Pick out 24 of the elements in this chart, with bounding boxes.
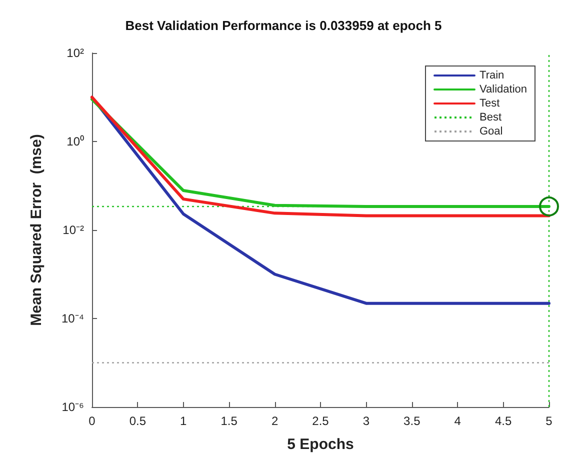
legend-label: Best: [480, 112, 502, 124]
x-tick-label: 0.5: [129, 414, 146, 428]
x-tick-label: 3.5: [404, 414, 421, 428]
x-tick-label: 2: [271, 414, 278, 428]
x-tick-label: 4: [454, 414, 462, 428]
legend-label: Test: [480, 98, 500, 110]
chart-title: Best Validation Performance is 0.033959 at epoch 5: [125, 18, 442, 33]
x-tick-label: 0: [88, 414, 96, 428]
x-tick-label: 3: [362, 414, 370, 428]
x-tick-label: 2.5: [312, 414, 330, 428]
x-tick-label: 5: [546, 414, 553, 428]
y-tick-label: 10⁻²: [62, 223, 84, 237]
legend-label: Validation: [480, 84, 528, 96]
x-tick-label: 1: [180, 414, 188, 428]
y-tick-label: 10²: [66, 46, 84, 60]
x-axis-title: 5 Epochs: [287, 436, 354, 453]
y-tick-label: 10⁻⁴: [61, 312, 84, 326]
y-axis-title: Mean Squared Error (mse): [28, 134, 45, 326]
y-tick-label: 10⁰: [66, 134, 84, 148]
x-tick-label: 1.5: [220, 414, 238, 428]
y-tick-label: 10⁻⁶: [62, 400, 84, 414]
legend-label: Train: [480, 70, 504, 82]
legend-label: Goal: [480, 126, 503, 138]
x-tick-label: 4.5: [494, 414, 512, 428]
